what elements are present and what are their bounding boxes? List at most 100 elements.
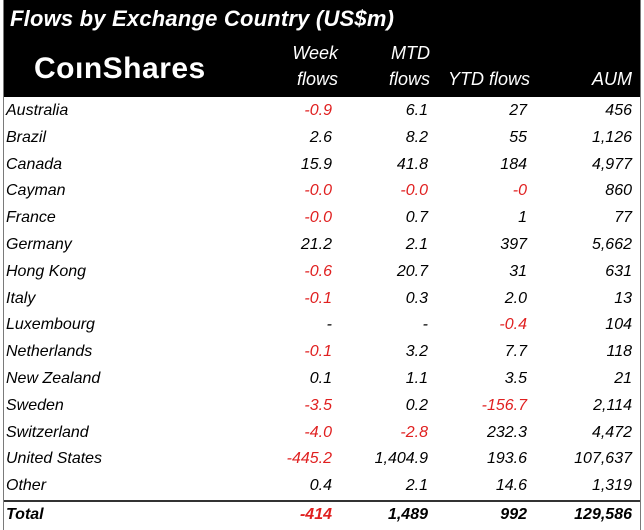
ytd-flows: -0.4: [499, 316, 527, 334]
ytd-flows: 1: [518, 209, 527, 227]
country-name: New Zealand: [6, 369, 101, 387]
aum-value: 5,662: [591, 235, 632, 253]
week-flows: -4.0: [304, 423, 332, 441]
total-row: Total -414 1,489 992 129,586: [4, 500, 640, 530]
country-name: Canada: [6, 155, 63, 173]
country-name: Brazil: [6, 128, 47, 146]
aum-value: 1,126: [591, 128, 632, 146]
table-row: Canada 15.9 41.8 184 4,977: [4, 152, 640, 179]
mtd-flows: 1.1: [405, 369, 428, 387]
aum-value: 13: [614, 289, 632, 307]
week-flows: -0.0: [304, 209, 332, 227]
aum-value: 4,472: [591, 423, 632, 441]
col-header-week-flows: Week flows: [292, 43, 338, 89]
aum-value: 456: [605, 102, 632, 119]
table-row: Hong Kong -0.6 20.7 31 631: [4, 259, 640, 286]
col-header-mtd-flows: MTD flows: [388, 43, 430, 89]
country-name: Italy: [6, 289, 36, 307]
mtd-flows: 6.1: [405, 102, 428, 119]
aum-value: 107,637: [574, 450, 632, 468]
country-name: Other: [6, 477, 47, 495]
aum-value: 21: [614, 369, 632, 387]
week-flows: -445.2: [286, 450, 332, 468]
country-name: Hong Kong: [6, 262, 87, 280]
mtd-flows: 0.7: [405, 209, 428, 227]
week-flows: 2.6: [309, 128, 332, 146]
ytd-flows: 7.7: [504, 343, 527, 361]
ytd-flows: 14.6: [495, 477, 527, 495]
table-row: Netherlands -0.1 3.2 7.7 118: [4, 339, 640, 366]
aum-value: 860: [605, 182, 632, 200]
ytd-flows: 184: [500, 155, 527, 173]
table-row: New Zealand 0.1 1.1 3.5 21: [4, 366, 640, 393]
mtd-flows: 2.1: [405, 235, 428, 253]
week-flows: -3.5: [304, 396, 332, 414]
week-flows: -0.6: [304, 262, 332, 280]
mtd-flows: 0.3: [405, 289, 428, 307]
table-row: Switzerland -4.0 -2.8 232.3 4,472: [4, 420, 640, 447]
week-flows: 21.2: [300, 235, 332, 253]
table-row: United States -445.2 1,404.9 193.6 107,637: [4, 446, 640, 473]
mtd-flows: 1,404.9: [374, 450, 428, 468]
table-row: Other 0.4 2.1 14.6 1,319: [4, 473, 640, 500]
ytd-flows: -156.7: [481, 396, 527, 414]
week-flows: -0.0: [304, 182, 332, 200]
ytd-flows: 3.5: [504, 369, 527, 387]
table-row: Italy -0.1 0.3 2.0 13: [4, 286, 640, 313]
aum-value: 2,114: [593, 396, 632, 414]
table-row: Luxembourg - - -0.4 104: [4, 312, 640, 339]
total-week: -414: [299, 506, 332, 523]
logo-i: ı: [75, 52, 84, 85]
col-header-ytd-flows: YTD flows: [447, 69, 530, 89]
col-header-aum: AUM: [592, 69, 632, 89]
table-row: Brazil 2.6 8.2 55 1,126: [4, 125, 640, 152]
country-name: Luxembourg: [6, 316, 95, 334]
country-name: Cayman: [6, 182, 66, 200]
aum-value: 118: [606, 343, 632, 361]
ytd-flows: -0: [512, 182, 527, 200]
table-row: Germany 21.2 2.1 397 5,662: [4, 232, 640, 259]
mtd-flows: -0.0: [400, 182, 428, 200]
mtd-flows: 0.2: [405, 396, 428, 414]
table-row: Sweden -3.5 0.2 -156.7 2,114: [4, 393, 640, 420]
mtd-flows: 8.2: [405, 128, 428, 146]
table-header: Flows by Exchange Country (US$m) CoınSha…: [4, 0, 640, 97]
week-flows: -0.9: [304, 102, 332, 119]
total-label: Total: [6, 506, 44, 523]
mtd-flows: 2.1: [405, 477, 428, 495]
aum-value: 104: [605, 316, 632, 334]
week-flows: -0.1: [304, 289, 332, 307]
ytd-flows: 232.3: [486, 423, 527, 441]
table-row: Cayman -0.0 -0.0 -0 860: [4, 178, 640, 205]
ytd-flows: 55: [509, 128, 527, 146]
table-row: France -0.0 0.7 1 77: [4, 205, 640, 232]
aum-value: 631: [605, 262, 632, 280]
country-name: Switzerland: [6, 423, 89, 441]
table-row: Australia -0.9 6.1 27 456: [4, 98, 640, 125]
country-name: Germany: [6, 235, 72, 253]
total-aum: 129,586: [574, 506, 632, 523]
ytd-flows: 193.6: [486, 450, 527, 468]
week-flows: 0.1: [309, 369, 332, 387]
week-flows: -0.1: [304, 343, 332, 361]
aum-value: 77: [614, 209, 632, 227]
ytd-flows: 397: [500, 235, 527, 253]
country-name: United States: [6, 450, 103, 468]
total-ytd: 992: [500, 506, 527, 523]
mtd-flows: 41.8: [396, 155, 428, 173]
week-flows: 0.4: [309, 477, 332, 495]
country-name: France: [6, 209, 56, 227]
table-title: Flows by Exchange Country (US$m): [10, 6, 395, 31]
mtd-flows: -2.8: [400, 423, 428, 441]
mtd-flows: 3.2: [405, 343, 428, 361]
aum-value: 4,977: [591, 155, 632, 173]
aum-value: 1,319: [591, 477, 632, 495]
ytd-flows: 27: [509, 102, 527, 119]
mtd-flows: -: [422, 316, 428, 334]
week-flows: -: [326, 316, 332, 334]
ytd-flows: 2.0: [504, 289, 527, 307]
country-name: Australia: [6, 102, 69, 119]
country-name: Sweden: [6, 396, 64, 414]
week-flows: 15.9: [300, 155, 332, 173]
table-body: Australia -0.9 6.1 27 456 Brazil 2.6 8.2 55 1,126…: [4, 98, 640, 500]
